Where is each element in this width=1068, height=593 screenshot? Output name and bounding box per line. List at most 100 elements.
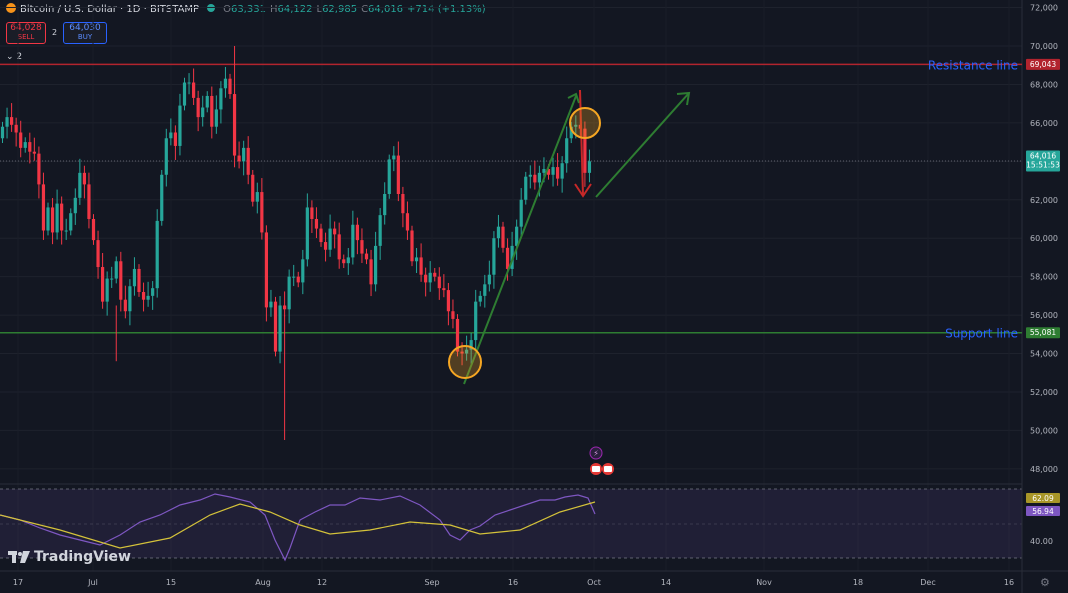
price-tick-label: 58,000 xyxy=(1030,273,1058,282)
candle-up xyxy=(132,268,137,287)
candle-down xyxy=(283,305,287,310)
candle-down xyxy=(410,230,414,262)
candle-down xyxy=(264,232,268,308)
candle-down xyxy=(451,311,455,319)
uptrend-arrowhead xyxy=(567,92,580,104)
support-price-badge xyxy=(1026,327,1060,339)
buy-button[interactable]: 64,030 BUY xyxy=(63,22,107,44)
candle-up xyxy=(301,259,305,283)
candle-up xyxy=(64,230,68,232)
drawings xyxy=(448,89,691,385)
candle-down xyxy=(546,169,551,175)
candle-up xyxy=(346,257,350,264)
sell-button[interactable]: 64,028 SELL xyxy=(6,22,46,44)
ohlc-open-label: O xyxy=(223,4,231,15)
candle-down xyxy=(337,234,341,260)
candle-up xyxy=(478,295,482,302)
candle-down xyxy=(360,240,364,254)
candle-up xyxy=(519,199,523,227)
candle-up xyxy=(219,88,223,110)
time-tick-label: 17 xyxy=(13,578,23,587)
buy-price: 64,030 xyxy=(69,23,101,33)
lightning-icon: ⚡ xyxy=(593,449,599,458)
candle-down xyxy=(556,167,560,179)
candle-up xyxy=(465,349,469,354)
sell-label: SELL xyxy=(17,33,35,41)
candle-up xyxy=(128,286,132,312)
candle-up xyxy=(496,226,501,239)
candle-up xyxy=(205,95,209,108)
support-touch-highlight xyxy=(448,345,482,379)
candle-down xyxy=(32,151,36,154)
symbol-title[interactable]: Bitcoin / U.S. Dollar · 1D · BITSTAMP xyxy=(20,4,200,15)
candle-up xyxy=(515,226,519,246)
indicators-toggle[interactable]: ⌄ 2 xyxy=(6,52,22,62)
candle-up xyxy=(587,161,592,173)
candle-down xyxy=(437,276,441,289)
candle-up xyxy=(542,169,546,173)
candle-up xyxy=(383,193,387,216)
tradingview-logo-icon xyxy=(8,551,30,563)
price-tick-label: 62,000 xyxy=(1030,196,1058,205)
rsi-tick-label: 40.00 xyxy=(1030,537,1053,546)
candle-up xyxy=(255,192,259,202)
candle-up xyxy=(414,257,419,262)
candle-down xyxy=(246,147,250,175)
support-price-badge-text: 55,081 xyxy=(1030,328,1056,337)
candle-down xyxy=(96,240,100,268)
candle-up xyxy=(55,203,59,233)
ohlc-high-label: H xyxy=(269,4,278,15)
candle-up xyxy=(560,163,564,179)
candle-up xyxy=(5,117,9,127)
time-tick-label: 16 xyxy=(1004,578,1014,587)
chart-grid xyxy=(0,7,1022,470)
candle-down xyxy=(369,259,373,285)
candle-up xyxy=(178,105,182,146)
candle-up xyxy=(392,155,396,160)
candle-down xyxy=(119,261,123,300)
ohlc-low-value: 62,985 xyxy=(322,4,358,15)
candle-up xyxy=(524,176,528,200)
candle-down xyxy=(28,142,32,152)
candle-down xyxy=(232,94,237,156)
price-tick-label: 56,000 xyxy=(1030,311,1058,320)
uptrend-arrow xyxy=(463,95,577,385)
rsi-value-badge xyxy=(1026,506,1060,516)
current-price-badge-text: 64,016 xyxy=(1030,152,1056,161)
candle-up xyxy=(428,272,432,283)
candle-up xyxy=(105,278,109,302)
candle-up xyxy=(201,107,205,118)
candle-down xyxy=(314,218,319,229)
candle-up xyxy=(469,340,473,350)
drop-arrow xyxy=(579,89,584,196)
spread-value: 2 xyxy=(52,28,58,37)
candle-down xyxy=(91,218,96,241)
candle-up xyxy=(214,109,218,127)
candle-down xyxy=(251,174,255,202)
candle-down xyxy=(101,267,105,302)
time-tick-label: Sep xyxy=(424,578,439,587)
candle-down xyxy=(260,192,264,233)
time-tick-label: 14 xyxy=(661,578,671,587)
candle-down xyxy=(405,213,410,231)
settings-icon[interactable]: ⚙ xyxy=(1040,576,1050,589)
candle-up xyxy=(160,174,164,221)
candle-up xyxy=(287,276,291,310)
candle-up xyxy=(69,213,73,231)
projection-arrow xyxy=(595,92,690,198)
ohlc-open-value: 63,331 xyxy=(230,4,266,15)
us-flag-icon-detail xyxy=(592,466,600,472)
candle-up xyxy=(169,132,173,139)
time-axis: 17 Jul 15 Aug 12 Sep 16 Oct 14 Nov 18 Dec 16 xyxy=(13,578,1014,587)
rsi-line xyxy=(0,493,596,562)
candle-down xyxy=(364,253,369,260)
candle-up xyxy=(73,197,77,214)
chevron-down-icon: ⌄ xyxy=(6,52,14,62)
candle-up xyxy=(305,207,309,260)
horizontal-levels: Resistance line Support line xyxy=(0,58,1022,341)
candle-down xyxy=(60,203,64,231)
time-tick-label: 15 xyxy=(166,578,176,587)
candle-down xyxy=(319,228,323,243)
candle-up xyxy=(110,278,114,280)
